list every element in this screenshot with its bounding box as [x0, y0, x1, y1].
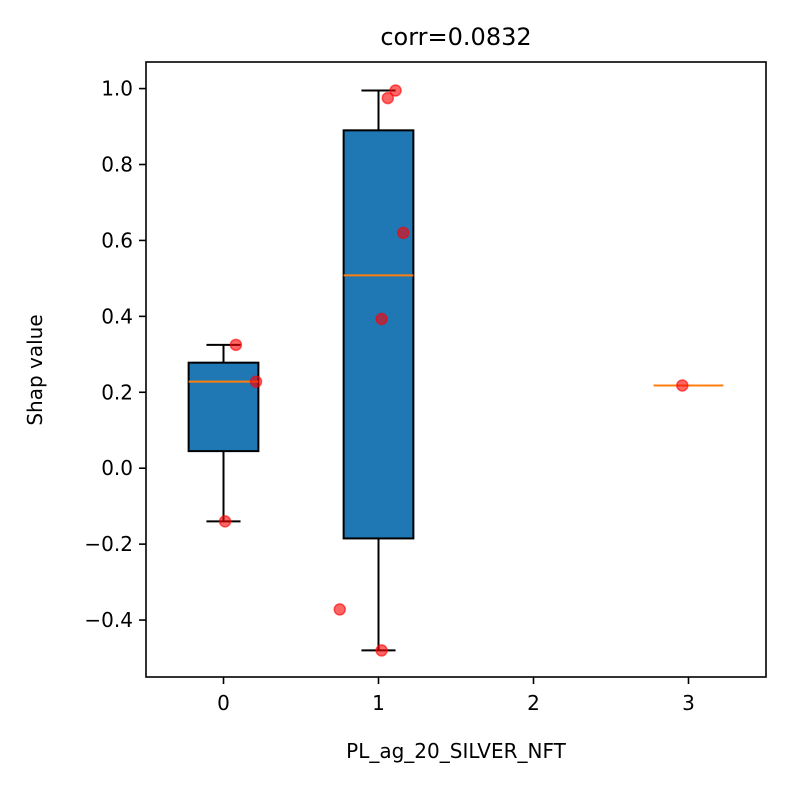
y-tick-label: 0.4 [101, 304, 133, 328]
data-point [381, 91, 395, 105]
data-points [218, 84, 689, 657]
y-axis: −0.4 −0.2 0.0 0.2 0.4 0.6 0.8 1.0 [84, 77, 146, 632]
box-body [187, 361, 260, 453]
data-point [375, 644, 388, 657]
data-point [229, 338, 243, 352]
box-0 [187, 343, 260, 523]
data-point [218, 515, 232, 528]
x-axis-label: PL_ag_20_SILVER_NFT [346, 739, 566, 763]
box-1 [342, 89, 415, 652]
chart-title: corr=0.0832 [380, 23, 531, 51]
data-point [397, 226, 410, 240]
x-tick-label: 0 [217, 691, 230, 715]
x-tick-label: 2 [527, 691, 540, 715]
data-point [389, 84, 402, 97]
y-tick-label: 1.0 [101, 77, 133, 101]
y-tick-label: −0.2 [84, 532, 133, 556]
data-point [249, 375, 263, 388]
x-axis: 0 1 2 3 [217, 677, 695, 715]
y-tick-label: 0.8 [101, 153, 133, 177]
y-tick-label: 0.6 [101, 228, 133, 252]
plot-area [187, 84, 724, 657]
y-tick-label: −0.4 [84, 608, 133, 632]
x-tick-label: 3 [682, 691, 695, 715]
y-tick-label: 0.0 [101, 456, 133, 480]
box-body [342, 129, 415, 540]
y-axis-label: Shap value [23, 314, 47, 425]
plot-frame [145, 61, 767, 678]
y-tick-label: 0.2 [101, 380, 133, 404]
x-tick-label: 1 [372, 691, 385, 715]
data-point [375, 312, 388, 326]
data-point [333, 603, 346, 616]
data-point [676, 379, 689, 392]
